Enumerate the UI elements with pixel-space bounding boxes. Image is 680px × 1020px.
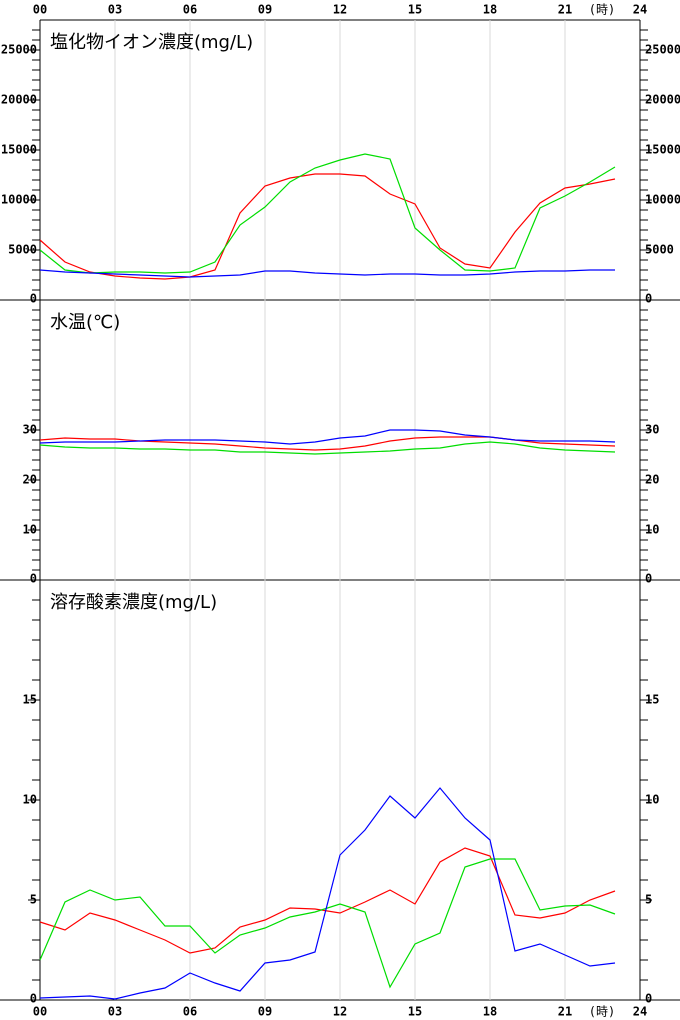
panel-title: 溶存酸素濃度(mg/L) [50, 592, 217, 613]
x-unit-label: (時) [589, 1005, 615, 1019]
y-tick-label: 0 [645, 992, 652, 1006]
x-tick-label: 12 [333, 1005, 347, 1019]
series-line [39, 173, 616, 280]
series-line [39, 441, 616, 455]
x-tick-label: 06 [183, 1005, 197, 1019]
y-tick-label: 25000 [645, 43, 680, 57]
y-tick-label: 5000 [645, 243, 674, 257]
y-tick-label: 10 [645, 793, 659, 807]
y-tick-label: 20000 [645, 93, 680, 107]
x-tick-label: 06 [183, 3, 197, 17]
series-line [39, 153, 616, 274]
y-tick-label: 15000 [1, 143, 37, 157]
y-tick-label: 15 [645, 693, 659, 707]
x-tick-label: 09 [258, 3, 272, 17]
y-tick-label: 5000 [8, 243, 37, 257]
x-tick-label: 15 [408, 3, 422, 17]
series-line [39, 858, 616, 989]
y-tick-label: 30 [645, 423, 659, 437]
x-unit-label: (時) [589, 3, 615, 17]
x-tick-label: 12 [333, 3, 347, 17]
y-tick-label: 25000 [1, 43, 37, 57]
x-tick-label: 24 [633, 3, 647, 17]
x-tick-label: 15 [408, 1005, 422, 1019]
x-tick-label: 21 [558, 3, 572, 17]
y-tick-label: 10 [645, 523, 659, 537]
y-tick-label: 5 [30, 893, 37, 907]
y-tick-label: 0 [30, 992, 37, 1006]
y-tick-label: 15 [23, 693, 37, 707]
x-tick-label: 03 [108, 3, 122, 17]
series-line [39, 787, 616, 1000]
y-tick-label: 0 [645, 292, 652, 306]
y-tick-label: 10 [23, 523, 37, 537]
x-tick-label: 00 [33, 3, 47, 17]
y-tick-label: 15000 [645, 143, 680, 157]
y-tick-label: 20 [645, 473, 659, 487]
series-line [39, 269, 615, 278]
x-tick-label: 18 [483, 1005, 497, 1019]
x-tick-label: 24 [633, 1005, 647, 1019]
y-tick-label: 20 [23, 473, 37, 487]
y-tick-label: 10000 [645, 193, 680, 207]
y-tick-label: 10000 [1, 193, 37, 207]
y-tick-label: 0 [30, 572, 37, 586]
y-tick-label: 10 [23, 793, 37, 807]
panel-title: 塩化物イオン濃度(mg/L) [50, 32, 253, 53]
x-tick-label: 18 [483, 3, 497, 17]
y-tick-label: 30 [23, 423, 37, 437]
y-tick-label: 0 [645, 572, 652, 586]
y-tick-label: 20000 [1, 93, 37, 107]
x-tick-label: 09 [258, 1005, 272, 1019]
series-line [39, 847, 616, 954]
x-tick-label: 21 [558, 1005, 572, 1019]
x-tick-label: 03 [108, 1005, 122, 1019]
x-tick-label: 00 [33, 1005, 47, 1019]
y-tick-label: 5 [645, 893, 652, 907]
panel-title: 水温(℃) [50, 312, 120, 333]
y-tick-label: 0 [30, 292, 37, 306]
series-line [39, 429, 616, 445]
